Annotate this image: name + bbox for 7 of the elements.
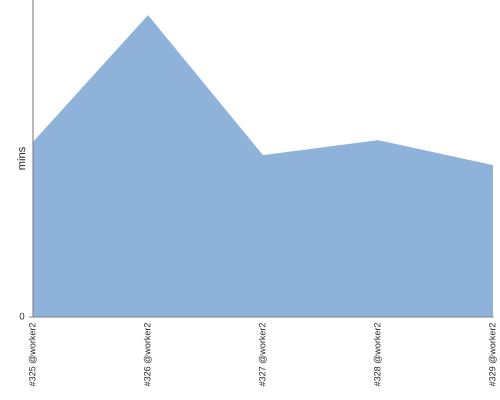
x-tick-label: #326 @worker2 (144, 323, 152, 386)
y-axis-title: mins (17, 147, 26, 170)
text: 0 (20, 312, 24, 320)
x-tick-label: #325 @worker2 (28, 323, 37, 386)
x-tick-label: #327 @worker2 (258, 323, 267, 386)
x-tick-label: #328 @worker2 (374, 323, 382, 386)
x-tick-label: #329 @worker2 (488, 323, 497, 386)
